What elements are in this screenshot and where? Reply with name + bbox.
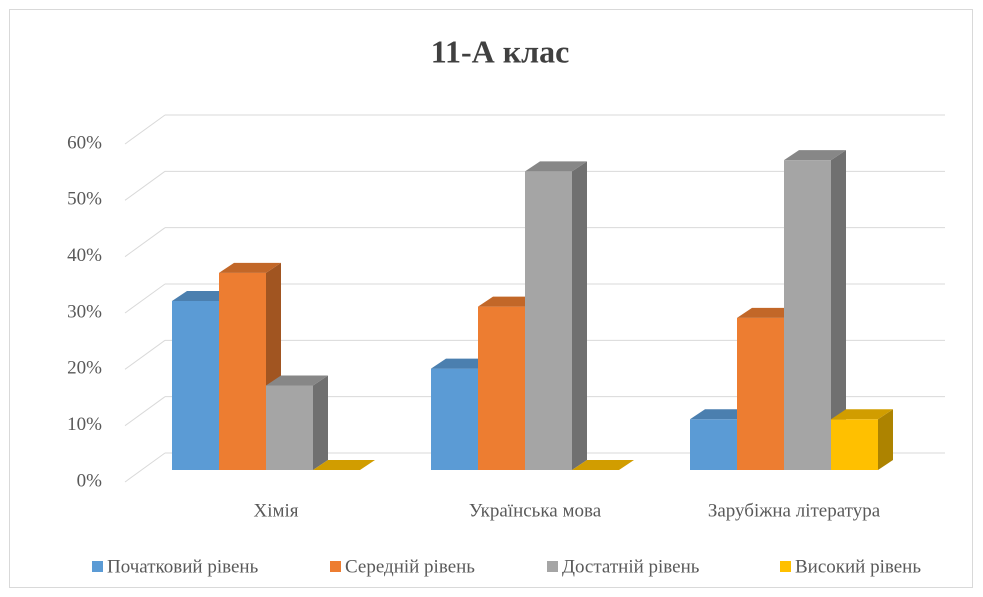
bar-top — [266, 375, 328, 386]
bar — [831, 419, 878, 470]
bar-top — [572, 460, 634, 470]
legend-swatch — [547, 561, 558, 572]
bar-side — [831, 150, 846, 470]
x-tick-label: Українська мова — [469, 500, 602, 521]
grid-line — [124, 227, 166, 258]
y-tick-label: 10% — [67, 414, 102, 435]
bar — [431, 368, 478, 470]
y-tick-label: 0% — [77, 470, 103, 491]
legend-swatch — [780, 561, 791, 572]
grid-line — [124, 170, 166, 201]
bar-top — [219, 262, 281, 273]
bar-side — [572, 161, 587, 470]
y-tick-label: 50% — [67, 189, 102, 210]
legend-label: Початковий рівень — [107, 556, 259, 577]
bar-top — [525, 161, 587, 172]
bar-side — [313, 375, 328, 470]
bar — [690, 419, 737, 470]
bar-top — [172, 291, 234, 301]
y-tick-label: 40% — [67, 245, 102, 266]
legend-swatch — [92, 561, 103, 572]
grid-line — [124, 396, 166, 427]
x-tick-label: Хімія — [253, 500, 298, 521]
legend-label: Високий рівень — [795, 556, 921, 577]
bar-top — [690, 409, 752, 420]
y-tick-label: 30% — [67, 301, 102, 322]
bar-top — [313, 460, 375, 470]
y-tick-label: 20% — [67, 358, 102, 379]
legend-label: Достатній рівень — [562, 556, 700, 577]
bar — [525, 171, 572, 470]
grid-line — [124, 339, 166, 370]
chart-title: 11-А клас — [431, 33, 570, 69]
legend-label: Середній рівень — [345, 556, 475, 577]
legend-swatch — [330, 561, 341, 572]
x-tick-label: Зарубіжна література — [708, 500, 881, 521]
bar-top — [737, 307, 799, 318]
bar — [784, 160, 831, 470]
bar — [219, 272, 266, 470]
grid-line — [124, 114, 166, 145]
bar — [172, 301, 219, 470]
grid-line — [124, 283, 166, 314]
y-tick-label: 60% — [67, 132, 102, 153]
bar-top — [431, 358, 493, 369]
grid-line — [124, 452, 166, 483]
bar — [737, 317, 784, 470]
bar-top — [478, 296, 540, 307]
bar — [478, 306, 525, 470]
bar — [266, 385, 313, 470]
bar-top — [831, 409, 893, 420]
bar-side — [878, 409, 893, 470]
bar-top — [784, 150, 846, 161]
